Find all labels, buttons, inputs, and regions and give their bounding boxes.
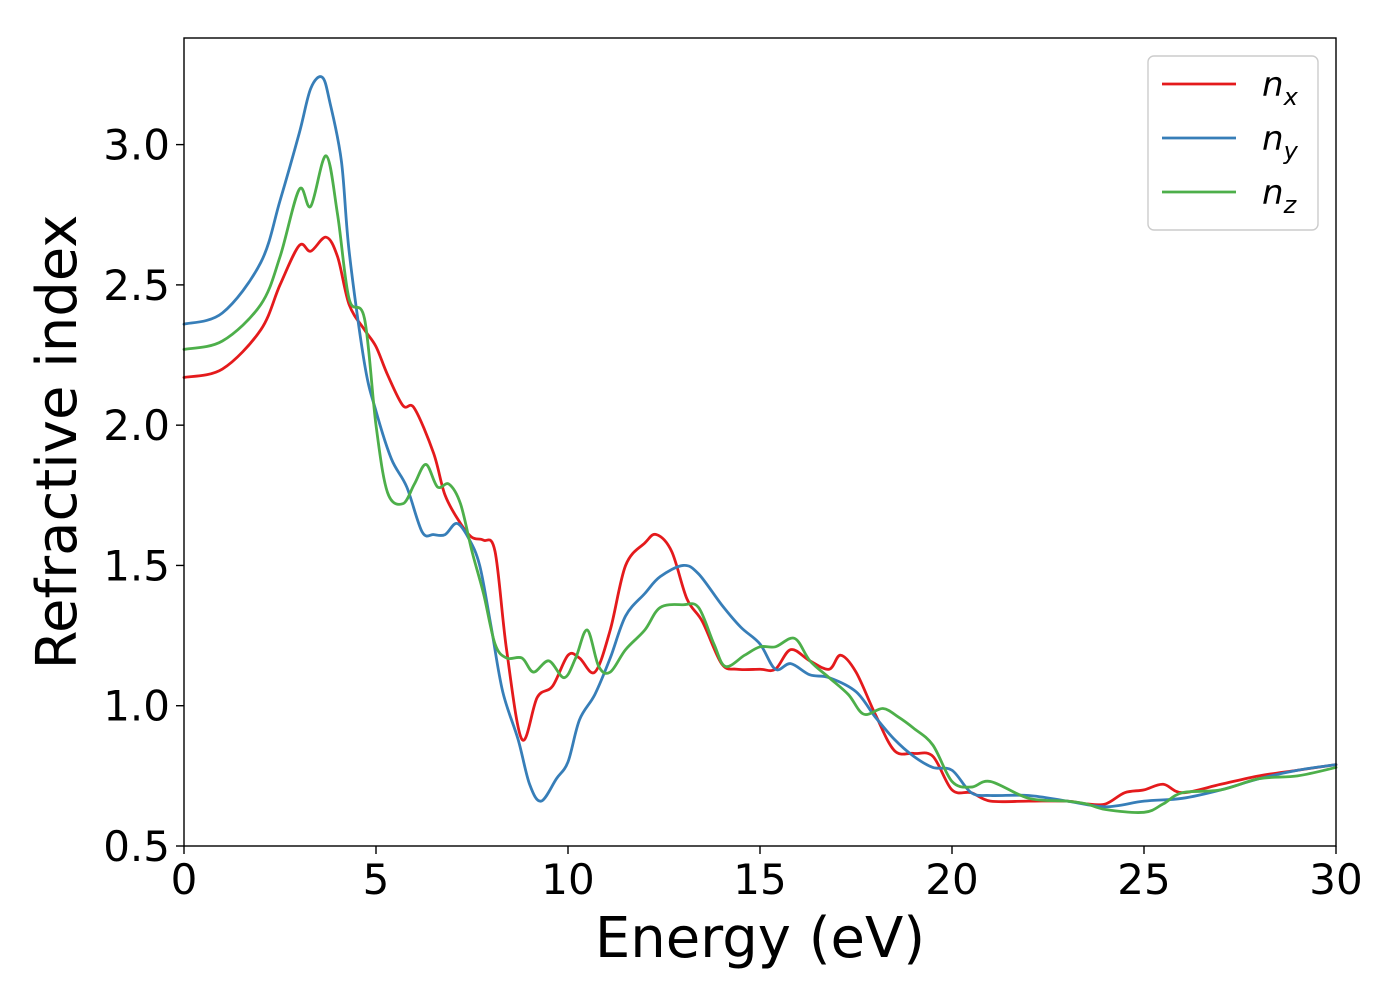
legend-label-symbol: n [1262, 65, 1284, 105]
x-axis-label: Energy (eV) [595, 906, 925, 971]
plot-background [184, 38, 1336, 846]
x-tick-label: 30 [1309, 855, 1362, 904]
series-line-nz [182, 154, 1338, 814]
y-tick-label: 2.0 [103, 401, 170, 450]
y-tick-label: 3.0 [103, 121, 170, 170]
x-tick-label: 20 [925, 855, 978, 904]
y-tick-label: 1.5 [103, 541, 170, 590]
y-tick-label: 2.5 [103, 261, 170, 310]
legend-label-subscript: z [1283, 191, 1298, 219]
legend-label-nx: nx [1262, 65, 1299, 111]
legend-label-nz: nz [1262, 173, 1298, 219]
x-tick-label: 0 [171, 855, 198, 904]
legend-label-symbol: n [1262, 119, 1284, 159]
legend-label-symbol: n [1262, 173, 1284, 213]
legend-label-ny: ny [1262, 119, 1299, 165]
x-tick-label: 15 [733, 855, 786, 904]
y-axis: 0.5 1.0 1.5 2.0 2.5 3.0 [103, 121, 184, 871]
x-axis: 0 5 10 15 20 25 30 [171, 846, 1363, 904]
legend-label-subscript: x [1283, 83, 1299, 111]
legend-frame [1147, 55, 1319, 231]
series-layer [182, 75, 1338, 814]
y-tick-label: 1.0 [103, 682, 170, 731]
legend-label-subscript: y [1283, 137, 1299, 165]
y-tick-label: 0.5 [103, 822, 170, 871]
y-axis-label: Refractive index [25, 215, 90, 670]
x-tick-label: 5 [363, 855, 390, 904]
x-tick-label: 25 [1117, 855, 1170, 904]
series-line-ny [182, 75, 1338, 809]
x-tick-label: 10 [541, 855, 594, 904]
